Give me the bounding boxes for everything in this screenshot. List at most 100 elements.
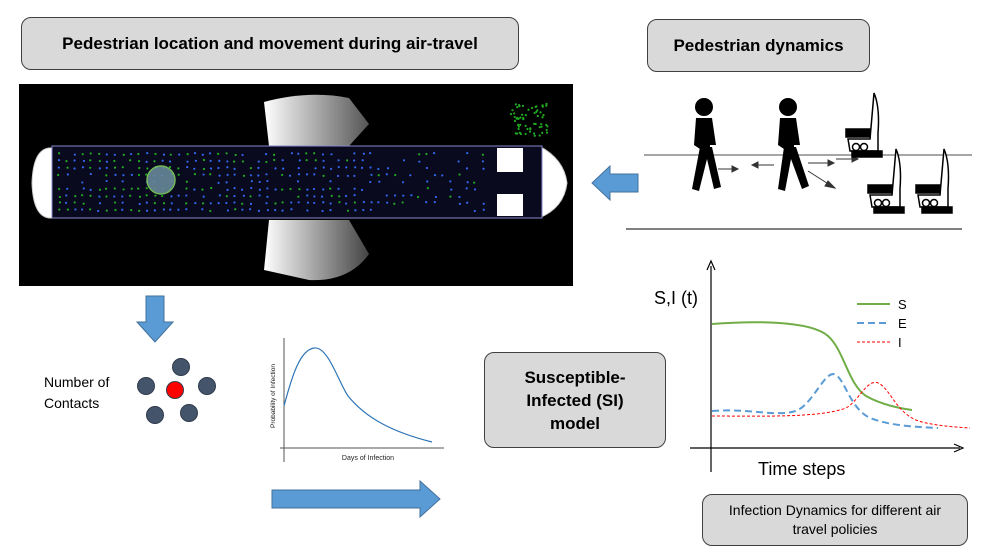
passenger-dot <box>370 173 373 176</box>
passenger-dot <box>162 208 165 211</box>
passenger-dot <box>113 159 116 163</box>
passenger-dot <box>362 200 365 204</box>
passenger-dot <box>202 158 206 162</box>
passenger-dot <box>217 202 220 205</box>
passenger-dot <box>122 174 125 177</box>
passenger-dot <box>122 153 125 156</box>
passenger-dot <box>64 201 68 204</box>
passenger-dot <box>130 187 133 190</box>
passenger-dot <box>281 188 284 191</box>
cluster-dot <box>540 123 543 126</box>
passenger-dot <box>473 209 476 213</box>
passenger-dot <box>322 166 325 169</box>
passenger-dot <box>378 180 381 183</box>
legend-e-label: E <box>898 316 907 331</box>
passenger-dot <box>80 194 84 197</box>
passenger-dot <box>105 195 108 198</box>
pedestrian-figure-1 <box>692 98 721 191</box>
passenger-dot <box>322 159 325 162</box>
passenger-dot <box>114 208 117 212</box>
passenger-dot <box>466 151 469 155</box>
passenger-dot <box>153 201 156 205</box>
passenger-dot <box>481 160 484 163</box>
passenger-dot <box>290 201 293 204</box>
cluster-dot <box>524 114 527 117</box>
lavatory-top <box>497 148 523 172</box>
cluster-dot <box>545 131 549 134</box>
cluster-dot <box>541 131 544 134</box>
cluster-dot <box>518 103 521 107</box>
cluster-dot <box>518 131 521 134</box>
passenger-dot <box>185 208 188 211</box>
passenger-dot <box>98 202 102 205</box>
passenger-dot <box>410 194 413 197</box>
passenger-dot <box>209 202 212 205</box>
passenger-dot <box>73 159 76 162</box>
cluster-dot <box>511 109 514 112</box>
passenger-dot <box>416 195 420 199</box>
passenger-dot <box>98 152 101 155</box>
passenger-dot <box>138 202 141 206</box>
passenger-dot <box>465 167 469 170</box>
cluster-dot <box>546 125 549 128</box>
infection-probability-chart: Probability of Infection Days of Infecti… <box>270 338 444 462</box>
passenger-dot <box>337 165 340 169</box>
passenger-dot <box>330 194 333 197</box>
passenger-dot <box>185 194 188 197</box>
passenger-dot <box>161 159 164 162</box>
passenger-dot <box>89 152 92 155</box>
passenger-dot <box>73 167 76 170</box>
top-wing <box>264 94 369 146</box>
passenger-dot <box>168 165 172 169</box>
passenger-dot <box>202 195 205 198</box>
passenger-dot <box>58 152 61 155</box>
passenger-dot <box>241 160 245 163</box>
seat-icon <box>915 148 953 214</box>
passenger-dot <box>432 152 436 155</box>
passenger-dot <box>306 209 309 212</box>
passenger-dot <box>233 173 236 176</box>
passenger-dot <box>257 160 260 163</box>
cluster-dot <box>545 128 548 132</box>
passenger-dot <box>377 201 380 204</box>
contact-node <box>180 404 198 422</box>
passenger-dot <box>297 201 300 204</box>
passenger-dot <box>313 195 316 198</box>
cluster-dot <box>522 116 525 120</box>
passenger-dot <box>466 201 469 204</box>
passenger-dot <box>258 194 261 197</box>
passenger-dot <box>225 201 228 205</box>
passenger-dot <box>209 209 212 213</box>
passenger-dot <box>137 152 140 156</box>
si-model-label: Susceptible-Infected (SI) model <box>524 367 626 433</box>
passenger-dot <box>65 159 68 163</box>
passenger-dot <box>170 202 173 205</box>
passenger-dot <box>169 208 172 211</box>
passenger-dot <box>114 173 117 177</box>
passenger-dot <box>481 153 484 156</box>
passenger-dot <box>98 159 101 163</box>
passenger-dot <box>354 166 357 169</box>
passenger-dot <box>137 173 141 177</box>
passenger-dot <box>257 166 260 169</box>
contact-node <box>198 377 216 395</box>
passenger-dot <box>58 201 62 204</box>
passenger-dot <box>226 209 229 212</box>
passenger-dot <box>266 195 269 198</box>
passenger-dot <box>433 174 437 177</box>
passenger-dot <box>265 202 268 205</box>
passenger-dot <box>129 152 133 156</box>
passenger-dot <box>425 201 428 204</box>
passenger-dot <box>105 209 108 212</box>
cluster-dot <box>515 117 518 120</box>
passenger-dot <box>57 166 60 169</box>
cluster-dot <box>524 124 527 127</box>
passenger-dot <box>266 179 269 183</box>
passenger-dot <box>121 208 124 211</box>
number-of-contacts-label: Number of Contacts <box>44 374 110 411</box>
passenger-dot <box>354 209 357 212</box>
passenger-dot <box>217 166 220 170</box>
arrow-left-icon <box>591 164 639 202</box>
passenger-dot <box>81 181 84 184</box>
passenger-dot <box>121 166 124 169</box>
